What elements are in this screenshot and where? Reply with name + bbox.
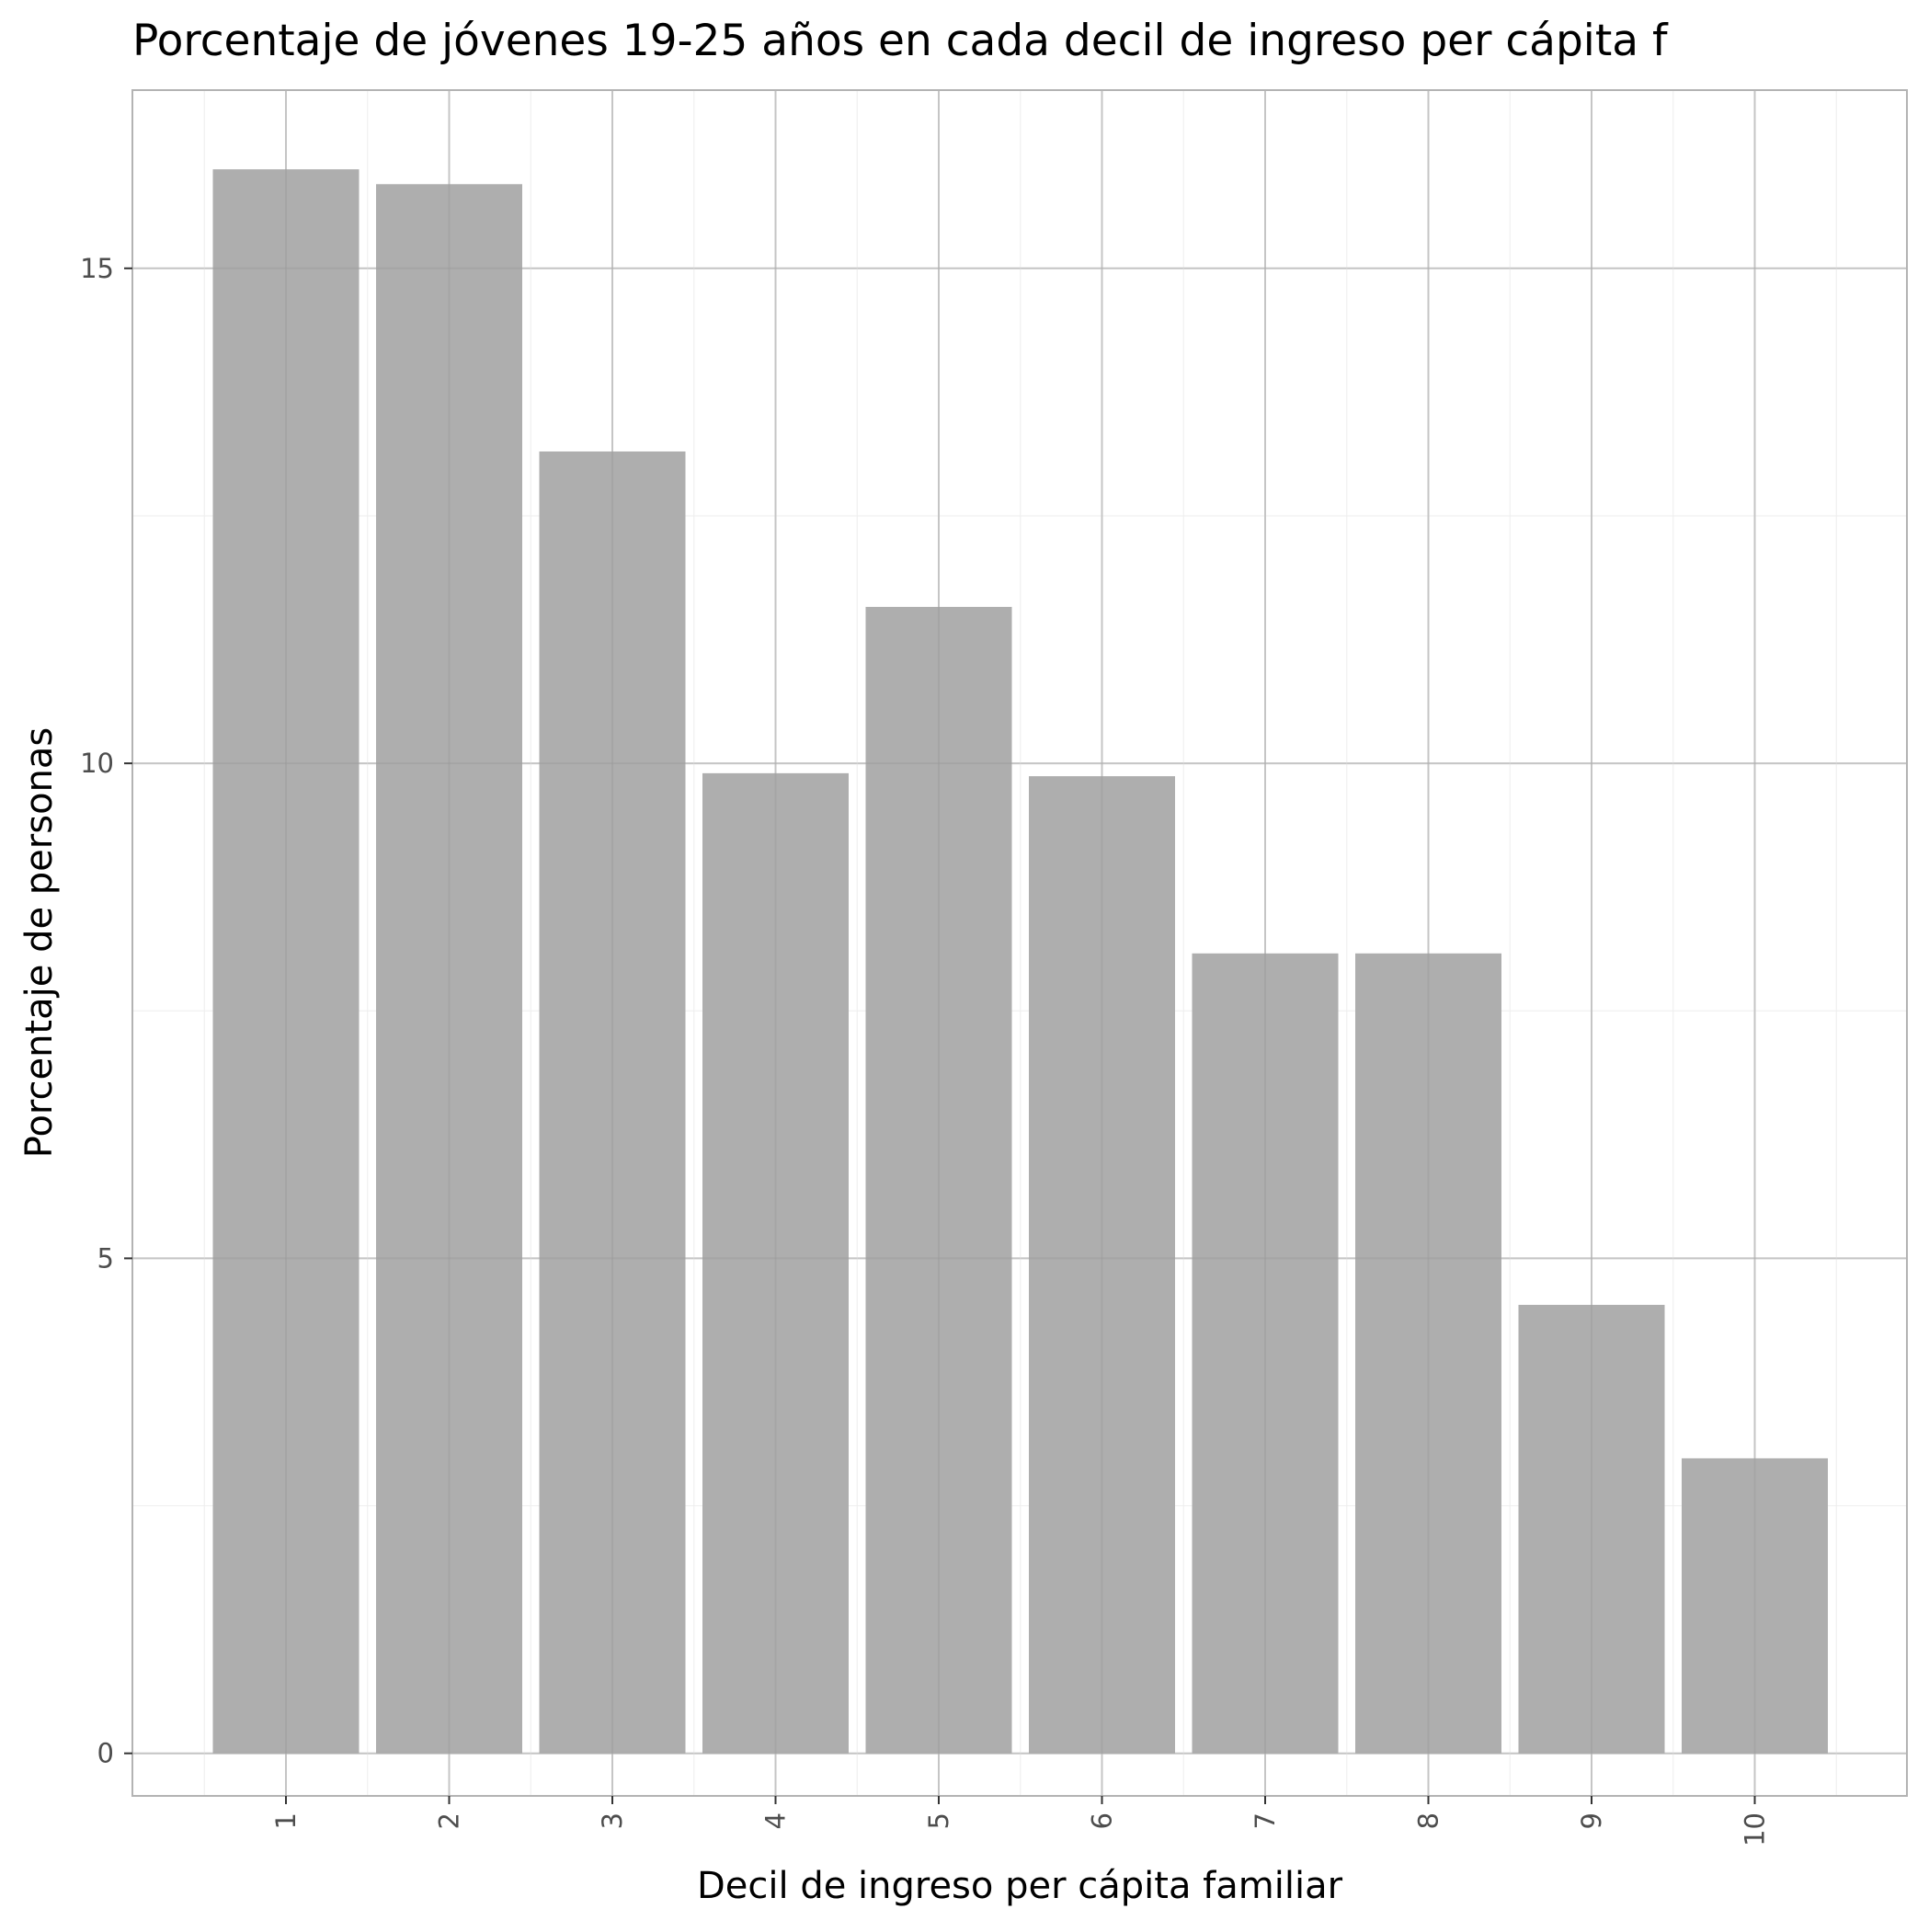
bar-decil-9 <box>1518 1305 1665 1754</box>
x-tick-label: 9 <box>1576 1812 1607 1829</box>
x-tick-label: 5 <box>923 1812 954 1829</box>
bar-layer <box>212 169 1828 1754</box>
x-tick-label: 8 <box>1413 1812 1444 1829</box>
overlay-grid-layer <box>132 90 1907 1796</box>
x-axis-title: Decil de ingreso per cápita familiar <box>697 1865 1343 1907</box>
bar-decil-2 <box>376 184 522 1754</box>
y-tick-label: 10 <box>80 748 114 779</box>
bar-decil-3 <box>539 451 686 1754</box>
x-tick-label: 10 <box>1740 1812 1771 1846</box>
bar-decil-7 <box>1192 953 1339 1754</box>
x-tick-label: 7 <box>1250 1812 1281 1829</box>
y-tick-label: 0 <box>97 1738 114 1769</box>
panel-border <box>131 89 1908 1797</box>
y-tick-label: 15 <box>80 253 114 284</box>
x-tick-label: 6 <box>1087 1812 1118 1829</box>
bar-decil-10 <box>1682 1458 1828 1754</box>
bar-decil-4 <box>702 772 849 1754</box>
bar-decil-5 <box>865 606 1012 1754</box>
chart-title: Porcentaje de jóvenes 19-25 años en cada… <box>132 16 1669 66</box>
bar-decil-6 <box>1029 776 1175 1754</box>
x-tick-label: 3 <box>597 1812 628 1829</box>
axis-layer: 0 5 10 15 1 2 3 4 5 6 7 8 9 10 <box>80 253 1770 1846</box>
x-tick-label: 4 <box>760 1812 792 1829</box>
x-tick-label: 2 <box>434 1812 465 1829</box>
x-tick-label: 1 <box>270 1812 302 1829</box>
y-tick-label: 5 <box>97 1242 114 1274</box>
y-axis-title: Porcentaje de personas <box>18 727 61 1159</box>
bar-decil-1 <box>212 169 360 1754</box>
bar-decil-8 <box>1355 953 1501 1754</box>
